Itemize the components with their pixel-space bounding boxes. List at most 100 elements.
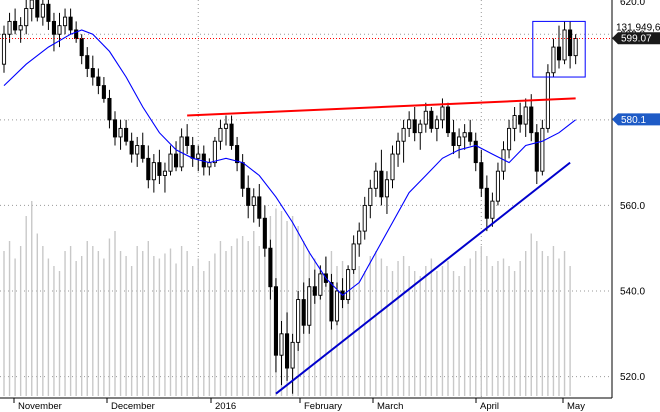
candle-body-down (312, 286, 317, 296)
candlestick (179, 128, 184, 172)
candle-body-up (29, 0, 34, 10)
candlestick (357, 222, 362, 257)
candle-body-down (257, 196, 262, 219)
candlestick (212, 136, 217, 167)
candle-body-down (240, 162, 245, 189)
candle-body-up (18, 25, 23, 31)
candle-body-up (40, 3, 45, 18)
candle-body-down (146, 157, 151, 181)
support-trendline (275, 161, 571, 395)
candlestick (296, 291, 301, 351)
candle-body-up (423, 110, 428, 125)
candlestick (418, 119, 423, 150)
candle-body-up (296, 299, 301, 343)
candlestick (68, 8, 73, 35)
candlestick (57, 12, 62, 48)
candle-body-up (357, 230, 362, 245)
candle-body-up (368, 187, 373, 206)
candlestick (229, 115, 234, 150)
candlestick (484, 175, 489, 232)
candlestick (279, 320, 284, 386)
candlestick (101, 77, 106, 103)
x-tick-label: December (111, 401, 155, 412)
candle-body-up (318, 273, 323, 296)
candle-body-up (407, 119, 412, 129)
candle-body-down (185, 136, 190, 146)
candle-body-up (495, 170, 501, 202)
candle-body-up (351, 243, 356, 271)
x-tick-label: November (18, 401, 62, 412)
candlestick (13, 8, 18, 35)
candlestick (445, 102, 451, 137)
candlestick (423, 102, 428, 133)
axis-layer: 520.0540.0560.0580.0600.0NovemberDecembe… (0, 0, 645, 412)
candle-body-down (107, 97, 112, 121)
x-tick-label: May (567, 401, 585, 412)
candlestick (379, 149, 384, 206)
candle-body-up (434, 119, 439, 129)
candle-body-down (568, 29, 573, 57)
tag-shape (612, 32, 660, 45)
candlestick (429, 106, 434, 133)
candlestick (190, 136, 195, 167)
candle-body-down (129, 140, 134, 155)
candle-body-up (212, 140, 217, 164)
candlestick (90, 55, 95, 86)
candlestick (185, 124, 190, 155)
candlestick (35, 0, 40, 22)
price-tags: 131,949,64599.07 580.1 (612, 23, 660, 126)
candle-body-down (379, 170, 384, 198)
candle-body-up (440, 106, 445, 121)
candlestick (207, 158, 212, 176)
candle-body-up (490, 200, 495, 219)
candlestick (240, 154, 245, 197)
candlestick (490, 192, 495, 227)
candle-body-up (373, 170, 378, 189)
candlestick (573, 34, 578, 65)
candle-body-up (207, 162, 212, 168)
candlestick (540, 119, 545, 176)
candle-body-up (196, 153, 201, 159)
candlestick (173, 141, 179, 172)
candlestick (518, 102, 523, 133)
candlestick (168, 145, 173, 176)
candle-body-down (445, 106, 451, 134)
candlestick (407, 111, 412, 137)
candle-body-down (529, 106, 534, 134)
candle-body-down (124, 127, 129, 142)
candlestick (307, 278, 312, 334)
candle-body-up (135, 145, 140, 155)
candlestick (157, 149, 162, 185)
candlestick (507, 119, 512, 159)
candle-body-down (190, 145, 195, 159)
candlestick (135, 136, 140, 167)
candle-body-up (118, 127, 123, 138)
candle-body-down (468, 132, 473, 142)
candle-body-down (51, 20, 56, 35)
tag-label: 580.1 (621, 115, 646, 126)
candle-body-down (273, 286, 279, 356)
candlestick (223, 115, 229, 146)
candle-body-down (74, 29, 79, 39)
candle-body-up (168, 153, 173, 172)
candlestick (479, 149, 484, 197)
moving-average-tag: 580.1 (612, 113, 660, 126)
candle-body-down (96, 76, 101, 87)
candle-body-up (573, 38, 578, 57)
candle-body-down (79, 38, 84, 57)
candle-body-down (90, 68, 95, 78)
candlestick (523, 98, 528, 137)
candlestick (218, 119, 223, 150)
candlestick (468, 119, 473, 146)
candle-body-down (101, 85, 106, 99)
candle-body-up (223, 123, 229, 129)
candle-body-up (57, 25, 62, 35)
candlestick (268, 239, 273, 300)
candle-body-up (290, 341, 295, 369)
candle-body-down (85, 55, 90, 69)
tag-shape (612, 113, 660, 126)
candle-body-down (556, 46, 562, 61)
candlestick (318, 265, 323, 300)
candle-body-down (262, 217, 267, 249)
candle-body-up (279, 333, 284, 356)
